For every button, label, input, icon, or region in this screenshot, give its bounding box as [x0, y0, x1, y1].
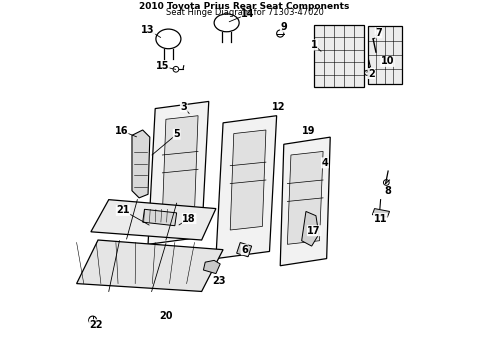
Polygon shape: [162, 116, 198, 216]
Text: 23: 23: [212, 276, 226, 286]
Text: 7: 7: [374, 28, 381, 38]
Text: 4: 4: [321, 158, 327, 168]
Text: 10: 10: [380, 57, 393, 66]
Text: 14: 14: [241, 9, 254, 19]
Polygon shape: [216, 116, 276, 258]
Text: Seat Hinge Diagram for 71303-47020: Seat Hinge Diagram for 71303-47020: [165, 8, 323, 17]
Text: 6: 6: [241, 245, 247, 255]
Text: 18: 18: [182, 213, 196, 224]
Polygon shape: [280, 137, 329, 266]
Text: 2: 2: [367, 68, 374, 78]
Text: 1: 1: [310, 40, 317, 50]
Polygon shape: [301, 211, 318, 246]
Polygon shape: [91, 200, 216, 240]
Polygon shape: [372, 208, 389, 217]
Text: 15: 15: [155, 62, 169, 71]
Text: 2010 Toyota Prius Rear Seat Components: 2010 Toyota Prius Rear Seat Components: [139, 2, 349, 11]
Polygon shape: [236, 243, 251, 257]
FancyBboxPatch shape: [313, 24, 364, 87]
Polygon shape: [142, 209, 176, 226]
Text: 5: 5: [173, 129, 180, 139]
Text: 12: 12: [271, 102, 285, 112]
Polygon shape: [132, 130, 149, 198]
FancyBboxPatch shape: [367, 26, 401, 84]
Text: 16: 16: [114, 126, 128, 136]
Text: 22: 22: [89, 320, 103, 330]
Text: 8: 8: [383, 186, 390, 197]
Text: 9: 9: [280, 22, 286, 32]
Polygon shape: [287, 152, 323, 244]
Text: 13: 13: [141, 25, 155, 35]
Text: 20: 20: [159, 311, 172, 321]
Polygon shape: [77, 240, 223, 292]
Text: 17: 17: [307, 226, 320, 236]
Text: 19: 19: [302, 126, 315, 136]
Polygon shape: [203, 260, 220, 274]
Text: 11: 11: [373, 213, 386, 224]
Text: 3: 3: [180, 102, 187, 112]
Polygon shape: [148, 102, 208, 244]
Polygon shape: [230, 130, 265, 230]
Text: 21: 21: [116, 205, 129, 215]
